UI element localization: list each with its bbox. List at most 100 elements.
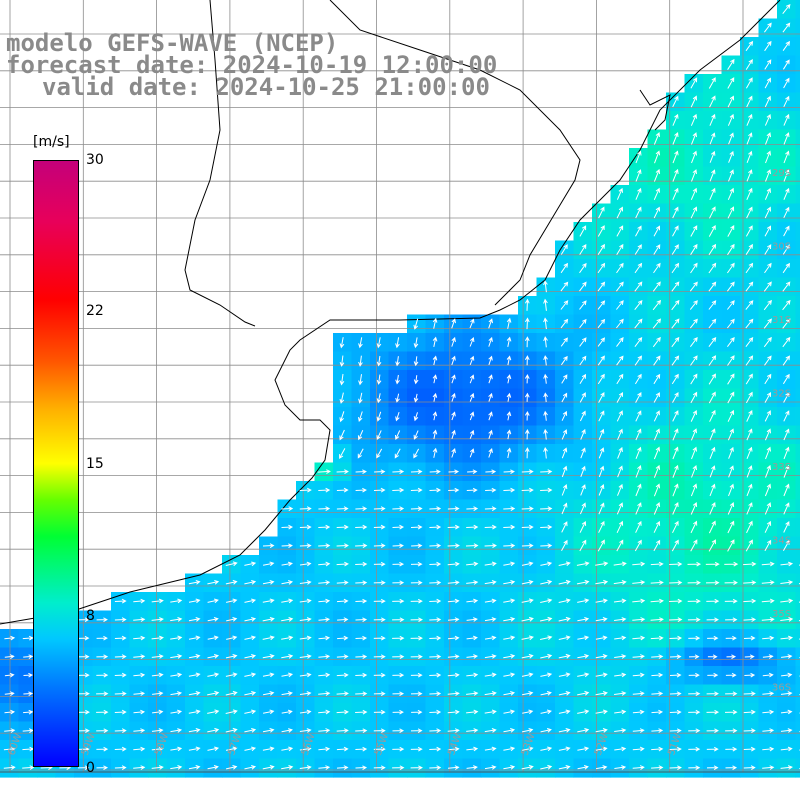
wind-arrow (614, 691, 627, 696)
wind-arrow (432, 355, 438, 366)
wind-arrow (521, 746, 534, 752)
wind-arrow (466, 506, 479, 512)
wind-arrow (780, 746, 793, 752)
wind-arrow (521, 469, 534, 475)
wind-arrow (543, 336, 548, 348)
wind-arrow (614, 709, 627, 715)
wind-arrow (690, 483, 698, 497)
wind-arrow (133, 709, 146, 715)
wind-arrow (727, 318, 735, 329)
wind-arrow (413, 393, 419, 403)
wind-arrow (616, 262, 624, 274)
wind-arrow (577, 598, 590, 604)
wind-arrow (706, 691, 719, 697)
wind-arrow (521, 524, 534, 530)
wind-arrow (705, 580, 720, 586)
wind-arrow (413, 448, 420, 459)
wind-arrow (207, 617, 219, 622)
wind-arrow (373, 487, 386, 493)
wind-arrow (783, 225, 790, 237)
wind-arrow (207, 598, 219, 604)
wind-arrow (595, 579, 609, 585)
wind-arrow (669, 746, 682, 752)
wind-speed-cell (795, 444, 800, 464)
wind-arrow (762, 672, 774, 678)
wind-arrow (762, 635, 775, 641)
wind-arrow (616, 206, 623, 219)
wind-arrow (577, 728, 590, 733)
wind-arrow (358, 374, 363, 386)
wind-arrow (392, 543, 404, 549)
wind-arrow (745, 243, 753, 255)
wind-arrow (598, 484, 605, 496)
wind-arrow (503, 506, 516, 512)
wind-arrow (466, 598, 479, 604)
wind-arrow (595, 691, 608, 696)
wind-arrow (782, 373, 790, 385)
wind-arrow (616, 502, 623, 515)
wind-arrow (672, 225, 679, 237)
wind-arrow (635, 169, 642, 182)
wind-arrow (358, 411, 363, 423)
wind-arrow (540, 746, 553, 752)
wind-arrow (669, 765, 682, 771)
wind-arrow (133, 728, 146, 733)
wind-arrow (672, 95, 679, 108)
wind-arrow (579, 225, 587, 237)
wind-arrow (484, 746, 497, 752)
wind-arrow (783, 95, 790, 108)
wind-arrow (782, 40, 791, 51)
wind-arrow (706, 598, 720, 604)
wind-speed-cell (795, 55, 800, 75)
wind-arrow (672, 391, 679, 403)
wind-arrow (469, 355, 475, 365)
wind-arrow (727, 206, 735, 219)
wind-arrow (743, 746, 756, 752)
valid-date: valid date: 2024-10-25 21:00:00 (42, 73, 490, 101)
wind-arrow (764, 77, 771, 89)
wind-arrow (651, 728, 664, 733)
wind-arrow (671, 281, 680, 292)
wind-arrow (281, 765, 294, 770)
wind-arrow (745, 373, 753, 385)
wind-arrow (727, 428, 734, 441)
wind-arrow (96, 765, 109, 771)
wind-arrow (466, 617, 478, 622)
wind-arrow (318, 746, 331, 752)
wind-arrow (484, 672, 497, 678)
wind-arrow (337, 617, 349, 623)
wind-arrow (616, 373, 624, 385)
wind-speed-cell (795, 277, 800, 297)
wind-arrow (706, 709, 720, 715)
wind-arrow (524, 355, 530, 366)
coastline (0, 0, 781, 625)
wind-arrow (524, 392, 530, 402)
wind-arrow (262, 765, 275, 770)
wind-arrow (318, 672, 331, 678)
wind-arrow (613, 598, 627, 604)
wind-arrow (560, 355, 568, 366)
wind-arrow (632, 728, 645, 733)
wind-arrow (466, 709, 479, 715)
wind-arrow (77, 728, 90, 734)
wind-arrow (466, 524, 479, 530)
wind-arrow (429, 746, 442, 752)
wind-arrow (707, 635, 719, 641)
wind-arrow (410, 691, 423, 697)
wind-arrow (727, 502, 735, 515)
wind-arrow (281, 506, 294, 512)
wind-arrow (376, 337, 382, 349)
wind-arrow (392, 654, 405, 660)
wind-arrow (728, 169, 734, 182)
latitude-labels: 29S 30S 31S 32S 33S 34S 35S 36S (772, 168, 791, 694)
wind-arrow (707, 672, 719, 678)
wind-arrow (690, 520, 698, 534)
wind-arrow (77, 672, 90, 678)
wind-arrow (484, 709, 497, 715)
wind-arrow (672, 502, 679, 515)
wind-arrow (576, 579, 590, 585)
wind-arrow (651, 746, 664, 752)
wind-arrow (746, 113, 753, 126)
wind-arrow (672, 464, 679, 478)
